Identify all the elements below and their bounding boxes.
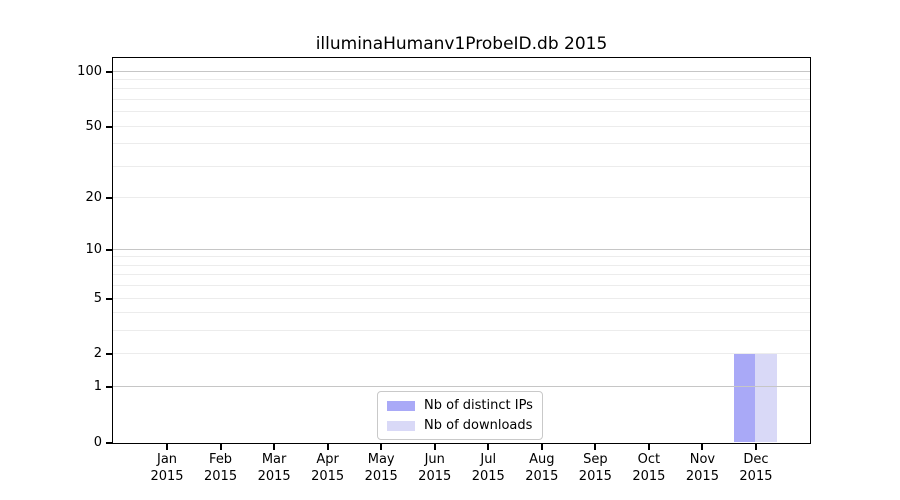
gridline-minor xyxy=(113,312,810,314)
y-axis-tick-label: 2 xyxy=(93,346,102,362)
x-axis-tick-label-line: May xyxy=(367,452,395,467)
gridline-major xyxy=(113,385,810,387)
gridline-major xyxy=(113,70,810,72)
x-axis-tick-label-line: 2015 xyxy=(578,469,612,484)
x-axis-tick xyxy=(273,443,276,450)
legend-item-label: Nb of distinct IPs xyxy=(424,398,533,413)
y-axis-tick xyxy=(106,353,113,356)
x-axis-tick-label: Apr 2015 xyxy=(296,451,360,485)
legend: Nb of distinct IPs Nb of downloads xyxy=(377,391,543,440)
x-axis-tick xyxy=(166,443,169,450)
x-axis-tick xyxy=(594,443,597,450)
legend-item: Nb of distinct IPs xyxy=(387,397,533,414)
gridline-minor xyxy=(113,98,810,100)
x-axis-tick xyxy=(540,443,543,450)
x-axis-tick-label-line: Mar xyxy=(261,452,287,467)
x-axis-tick-label: Oct 2015 xyxy=(617,451,681,485)
x-axis-tick-label-line: 2015 xyxy=(685,469,719,484)
y-axis-tick-label: 5 xyxy=(93,290,102,306)
gridline-minor xyxy=(113,111,810,113)
y-axis-tick xyxy=(106,196,113,199)
x-axis-tick-label-line: 2015 xyxy=(257,469,291,484)
x-axis-tick-label-line: Nov xyxy=(689,452,716,467)
x-axis-tick-label-line: Feb xyxy=(209,452,233,467)
x-axis-tick-label-line: Sep xyxy=(583,452,608,467)
x-axis-tick-label: Aug 2015 xyxy=(510,451,574,485)
x-axis-tick-label-line: Dec xyxy=(743,452,769,467)
y-axis-tick xyxy=(106,385,113,388)
legend-item: Nb of downloads xyxy=(387,417,533,434)
gridline-major xyxy=(113,248,810,250)
x-axis-tick xyxy=(701,443,704,450)
x-axis-tick-label: May 2015 xyxy=(349,451,413,485)
y-axis-tick-label: 1 xyxy=(93,378,102,394)
x-axis-tick-label-line: Aug xyxy=(529,452,555,467)
gridline-minor xyxy=(113,125,810,127)
bar xyxy=(755,353,777,442)
x-axis-tick-label: Feb 2015 xyxy=(189,451,253,485)
x-axis-tick-label: Jun 2015 xyxy=(403,451,467,485)
x-axis-tick-label-line: 2015 xyxy=(204,469,238,484)
gridline-minor xyxy=(113,256,810,258)
chart-title: illuminaHumanv1ProbeID.db 2015 xyxy=(315,34,608,54)
x-axis-tick-label: Nov 2015 xyxy=(670,451,734,485)
gridline-minor xyxy=(113,285,810,287)
y-axis-tick xyxy=(106,125,113,128)
x-axis-tick xyxy=(326,443,329,450)
legend-item-label: Nb of downloads xyxy=(424,418,533,433)
gridline-minor xyxy=(113,143,810,145)
x-axis-tick xyxy=(754,443,757,450)
gridline-minor xyxy=(113,88,810,90)
gridline-minor xyxy=(113,353,810,355)
legend-swatch xyxy=(387,400,415,411)
x-axis-tick xyxy=(647,443,650,450)
x-axis-tick-label-line: 2015 xyxy=(739,469,773,484)
y-axis-tick xyxy=(106,70,113,73)
x-axis-tick-label-line: 2015 xyxy=(632,469,666,484)
gridline-minor xyxy=(113,165,810,167)
x-axis-tick-label: Dec 2015 xyxy=(724,451,788,485)
x-axis-tick-label-line: 2015 xyxy=(364,469,398,484)
x-axis-tick-label: Sep 2015 xyxy=(563,451,627,485)
x-axis-tick xyxy=(380,443,383,450)
gridline-minor xyxy=(113,330,810,332)
y-axis-tick-label: 20 xyxy=(85,189,102,205)
x-axis-tick-label-line: Jun xyxy=(424,452,445,467)
y-axis-tick-label: 50 xyxy=(85,118,102,134)
x-axis-tick-label-line: Apr xyxy=(316,452,339,467)
x-axis-tick-label-line: 2015 xyxy=(525,469,559,484)
x-axis-tick-label-line: 2015 xyxy=(418,469,452,484)
gridline-minor xyxy=(113,79,810,81)
x-axis-tick-label-line: 2015 xyxy=(471,469,505,484)
plot-area xyxy=(112,57,811,444)
x-axis-tick xyxy=(433,443,436,450)
y-axis-tick xyxy=(106,297,113,300)
gridline-minor xyxy=(113,297,810,299)
x-axis-tick-label-line: Jul xyxy=(480,452,497,467)
x-axis-tick xyxy=(487,443,490,450)
x-axis-tick-label-line: 2015 xyxy=(311,469,345,484)
gridline-minor xyxy=(113,274,810,276)
y-axis-tick-label: 0 xyxy=(93,434,102,450)
x-axis-tick-label-line: Oct xyxy=(637,452,661,467)
x-axis-tick-label: Jul 2015 xyxy=(456,451,520,485)
legend-swatch xyxy=(387,420,415,431)
y-axis-tick xyxy=(106,248,113,251)
x-axis-tick-label-line: 2015 xyxy=(150,469,184,484)
x-axis-tick xyxy=(219,443,222,450)
y-axis-tick xyxy=(106,441,113,444)
y-axis-tick-label: 100 xyxy=(77,63,102,79)
bar xyxy=(734,353,756,442)
gridline-minor xyxy=(113,196,810,198)
x-axis-tick-label-line: Jan xyxy=(157,452,178,467)
y-axis-tick-label: 10 xyxy=(85,241,102,257)
x-axis-tick-label: Jan 2015 xyxy=(135,451,199,485)
gridline-minor xyxy=(113,264,810,266)
x-axis-tick-label: Mar 2015 xyxy=(242,451,306,485)
